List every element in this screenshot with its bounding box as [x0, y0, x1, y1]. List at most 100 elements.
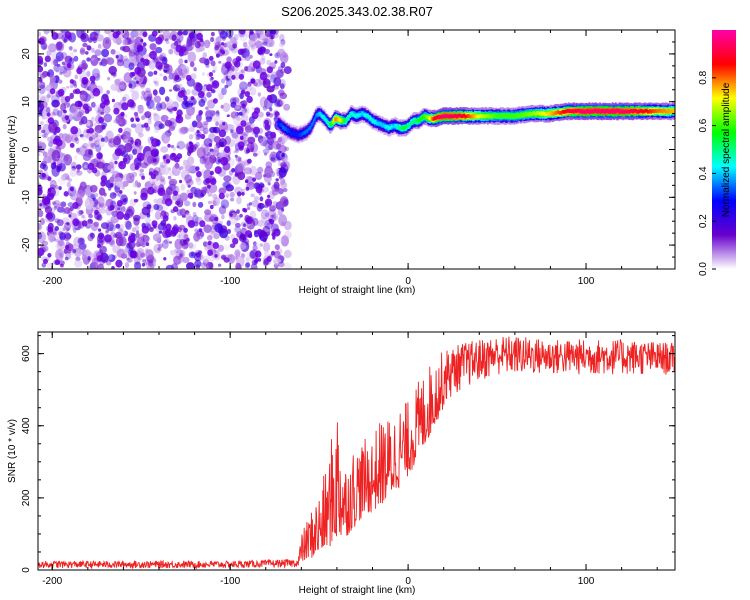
noise-blob	[241, 114, 249, 122]
noise-blob	[90, 222, 99, 232]
noise-peak	[141, 175, 146, 180]
noise-blob	[43, 132, 48, 139]
ridge-segment	[558, 110, 561, 115]
noise-blob	[68, 57, 75, 65]
noise-blob	[224, 84, 229, 89]
noise-blob	[168, 125, 176, 132]
noise-peak	[69, 79, 75, 84]
noise-blob	[220, 254, 227, 260]
ridge-segment	[442, 114, 444, 119]
noise-blob	[110, 215, 119, 224]
noise-peak	[198, 91, 205, 99]
noise-blob	[52, 111, 56, 116]
noise-blob	[212, 65, 218, 71]
noise-peak	[46, 192, 55, 201]
noise-peak	[64, 244, 70, 250]
noise-blob	[109, 176, 115, 183]
ridge-segment	[621, 110, 624, 114]
ridge-segment	[673, 109, 675, 113]
noise-blob	[56, 110, 63, 117]
noise-blob	[112, 74, 116, 78]
noise-blob	[225, 193, 230, 199]
ridge-segment	[660, 109, 663, 113]
noise-blob	[259, 57, 266, 65]
noise-peak	[96, 243, 101, 249]
noise-blob	[218, 138, 227, 148]
ridge-segment	[592, 109, 595, 114]
noise-blob	[213, 197, 220, 206]
noise-peak	[147, 186, 155, 195]
ridge-segment	[610, 109, 613, 113]
ridge-segment	[649, 109, 651, 113]
noise-blob	[269, 107, 273, 112]
noise-blob	[184, 100, 194, 108]
ridge-segment	[299, 133, 301, 137]
noise-blob	[278, 237, 283, 244]
noise-blob	[197, 201, 204, 208]
ridge-segment	[596, 110, 599, 114]
noise-blob	[194, 188, 202, 198]
noise-blob	[252, 152, 258, 157]
noise-blob	[80, 47, 86, 54]
ridge-segment	[382, 123, 384, 127]
ridge-segment	[471, 114, 474, 119]
noise-blob	[90, 184, 99, 192]
noise-peak	[38, 187, 43, 196]
noise-blob	[136, 247, 145, 258]
noise-blob	[183, 95, 188, 102]
ridge-segment	[418, 118, 421, 123]
noise-peak	[184, 59, 188, 64]
x-tick-label: -100	[220, 276, 240, 287]
ridge-segment	[445, 114, 447, 119]
ridge-segment	[351, 112, 354, 116]
ridge-segment	[569, 109, 571, 113]
spectrogram-y-ticks: 20 10 0 -10 -20	[21, 29, 675, 270]
noise-peak	[38, 124, 42, 131]
noise-blob	[200, 96, 207, 104]
noise-blob	[231, 124, 237, 131]
noise-peak	[272, 84, 276, 89]
noise-blob	[52, 108, 60, 116]
noise-peak	[264, 124, 271, 131]
ridge-segment	[644, 108, 647, 113]
noise-peak	[270, 250, 276, 256]
noise-blob	[58, 240, 64, 247]
ridge-segment	[421, 115, 424, 119]
noise-peak	[237, 48, 244, 55]
noise-peak	[196, 170, 202, 178]
ridge-segment	[532, 111, 535, 116]
ridge-segment	[293, 132, 296, 136]
noise-peak	[46, 112, 51, 117]
noise-blob	[143, 90, 153, 103]
ridge-segment	[537, 111, 539, 115]
ridge-segment	[514, 113, 517, 118]
ridge-segment	[524, 112, 526, 117]
noise-blob	[280, 39, 286, 46]
ridge-segment	[403, 125, 406, 130]
noise-blob	[230, 129, 234, 134]
noise-blob	[153, 113, 160, 122]
noise-blob	[93, 221, 100, 227]
noise-peak	[110, 30, 115, 33]
noise-blob	[250, 46, 255, 52]
noise-blob	[283, 249, 292, 259]
ridge-segment	[297, 132, 300, 137]
noise-blob	[263, 173, 272, 183]
noise-blob	[230, 128, 236, 137]
noise-blob	[179, 208, 187, 217]
ridge-segment	[606, 109, 609, 113]
ridge-segment	[560, 110, 563, 115]
noise-peak	[207, 249, 214, 256]
snr-content	[38, 336, 675, 570]
noise-blob	[256, 39, 261, 45]
noise-blob	[195, 252, 201, 258]
noise-blob	[179, 253, 183, 258]
ridge-segment	[401, 126, 404, 130]
noise-peak	[207, 184, 211, 189]
ridge-segment	[352, 113, 355, 117]
noise-blob	[66, 227, 70, 232]
noise-blob	[180, 169, 190, 180]
noise-blob	[230, 110, 238, 119]
ridge-segment	[581, 110, 584, 114]
ridge-segment	[420, 116, 423, 121]
